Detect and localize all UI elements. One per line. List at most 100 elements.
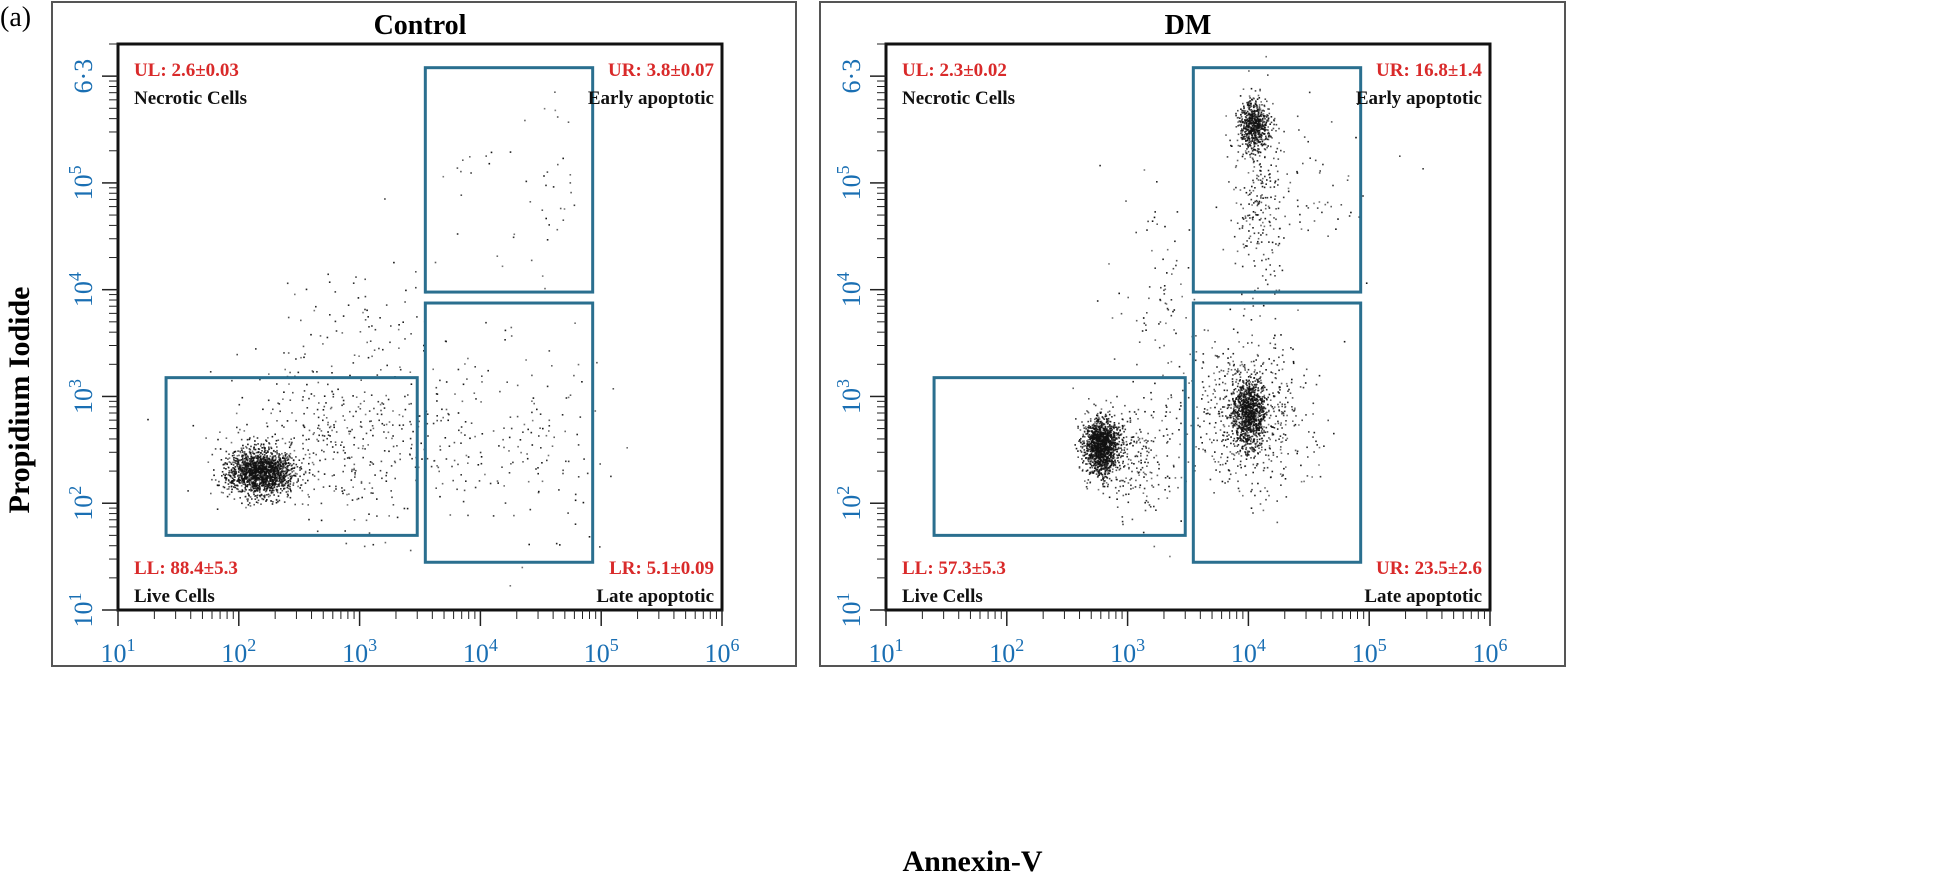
data-point [1113,453,1116,455]
data-point [367,316,369,318]
data-point [1091,431,1093,433]
data-point [1264,431,1267,434]
data-point [297,478,299,480]
data-point [259,482,261,484]
data-point [239,474,241,477]
data-point [305,438,308,441]
data-point [546,385,549,388]
gate-live [164,376,419,537]
data-point [236,464,238,467]
data-point [236,460,239,463]
data-point [1168,485,1170,488]
data-point [506,381,508,383]
data-point [1096,449,1099,452]
data-point [612,388,615,390]
data-point [1244,393,1247,395]
data-point [1097,435,1099,437]
data-point [1096,448,1098,450]
data-point [268,447,270,450]
data-point [411,443,413,446]
data-point [251,461,254,463]
data-point [1147,440,1149,442]
data-point [1083,454,1086,457]
data-point [273,494,275,496]
data-point [1092,436,1095,438]
data-point [269,494,271,497]
data-point [351,499,354,501]
data-point [272,450,275,452]
data-point [1117,436,1120,439]
data-point [295,475,297,477]
data-point [278,475,281,478]
data-point [1153,411,1155,413]
data-point [1109,453,1111,455]
data-point [289,496,292,499]
data-point [1121,455,1123,457]
data-point [1244,400,1246,403]
data-point [1098,435,1100,438]
data-point [1101,432,1103,435]
data-point [1116,450,1118,453]
data-point [291,464,293,466]
data-point [265,474,267,476]
data-point [258,462,260,464]
data-point [239,479,242,482]
data-point [207,461,210,463]
data-point [276,490,278,492]
data-point [1090,435,1093,437]
data-point [227,474,229,476]
data-point [221,471,224,473]
data-point [277,464,280,467]
data-point [385,480,388,482]
data-point [1105,469,1108,472]
data-point [1087,429,1089,431]
data-point [277,462,280,464]
data-point [1245,418,1247,421]
data-point [1091,438,1094,440]
y-tick-label: 103 [65,379,98,414]
data-point [1106,432,1109,434]
x-tick-label: 105 [584,635,619,668]
data-point [283,459,285,462]
data-point [1095,450,1097,453]
data-point [277,485,280,487]
data-point [265,460,268,462]
data-point [244,460,246,462]
data-point [240,485,243,487]
data-point [484,473,486,476]
data-point [240,470,242,473]
data-point [1090,430,1092,432]
data-point [1239,371,1242,374]
data-point [1099,450,1102,453]
data-point [442,175,445,178]
data-point [1102,456,1104,459]
data-point [279,476,282,479]
data-point [543,107,546,110]
data-point [490,151,493,154]
data-point [1123,441,1125,444]
data-point [1084,451,1087,454]
data-point [1095,438,1097,440]
data-point [529,201,532,203]
data-point [271,479,274,481]
data-point [1089,450,1092,452]
data-point [1083,440,1085,442]
data-point [276,420,278,422]
data-point [553,436,555,439]
data-point [272,501,274,503]
data-point [244,473,247,475]
data-point [278,455,280,457]
data-point [264,476,267,479]
data-point [277,473,279,476]
data-point [1254,446,1257,448]
data-point [237,467,240,470]
data-point [236,455,239,457]
data-point [1136,470,1139,473]
data-point [228,474,231,476]
data-point [1112,442,1114,445]
data-point [1105,468,1108,470]
data-point [247,462,249,464]
data-point [1111,443,1113,446]
data-point [1239,460,1242,463]
data-point [233,461,236,464]
